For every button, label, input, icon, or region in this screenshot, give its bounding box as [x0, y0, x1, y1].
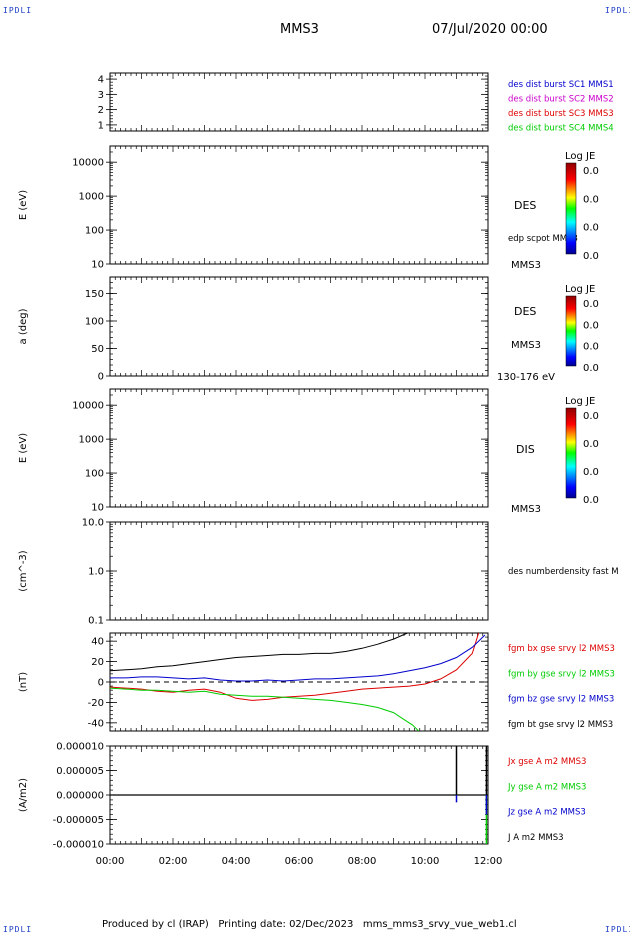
y-tick-label: -40	[88, 718, 104, 729]
corner-mark-tr: IPDLI	[605, 6, 630, 15]
y-tick-label: 2	[98, 105, 104, 116]
legend-entry: fgm bx gse srvy l2 MMS3	[508, 644, 615, 654]
colorbar	[565, 295, 577, 367]
colorbar-label: 0.0	[583, 363, 599, 374]
footer-credit: Produced by cl (IRAP) Printing date: 02/…	[102, 919, 517, 930]
y-tick-label: 150	[85, 289, 104, 300]
legend-entry: fgm bt gse srvy l2 MMS3	[508, 720, 613, 730]
colorbar-label: 0.0	[583, 495, 599, 506]
colorbar	[565, 407, 577, 499]
y-tick-label: 0.000005	[56, 766, 104, 777]
panel-frame-p3	[109, 276, 489, 377]
series-line	[110, 687, 420, 731]
x-tick-label: 00:00	[96, 856, 125, 867]
x-tick-label: 10:00	[411, 856, 440, 867]
y-axis-title: E (eV)	[18, 190, 29, 220]
y-tick-label: 20	[91, 657, 104, 668]
corner-mark-bl: IPDLI	[3, 925, 33, 934]
y-tick-label: 100	[85, 226, 104, 237]
y-tick-label: 100	[85, 469, 104, 480]
legend-entry: des dist burst SC1 MMS1	[508, 80, 614, 90]
colorbar-title: Log JE	[565, 396, 595, 407]
y-tick-label: 10000	[72, 158, 104, 169]
y-tick-label: 50	[91, 344, 104, 355]
date-title: 07/Jul/2020 00:00	[432, 22, 548, 37]
colorbar-label: 0.0	[583, 320, 599, 331]
y-axis-title: (nT)	[18, 672, 29, 692]
y-tick-label: 0.1	[88, 616, 104, 627]
colorbar-label: 0.0	[583, 439, 599, 450]
series-line	[110, 633, 480, 701]
y-axis-title: E (eV)	[18, 433, 29, 463]
legend-entry: J A m2 MMS3	[507, 833, 564, 843]
spacecraft-title: MMS3	[280, 22, 319, 37]
series-line	[110, 633, 409, 672]
y-tick-label: -0.000005	[53, 815, 104, 826]
y-axis-title: (cm^-3)	[18, 550, 29, 591]
colorbar-label: 0.0	[583, 342, 599, 353]
y-tick-label: 10000	[72, 401, 104, 412]
colorbar-label: 0.0	[583, 467, 599, 478]
corner-mark-br: IPDLI	[605, 925, 630, 934]
legend-entry: fgm by gse srvy l2 MMS3	[508, 669, 615, 679]
y-tick-label: 1	[98, 120, 104, 131]
colorbar-label: 0.0	[583, 299, 599, 310]
colorbar-label: 0.0	[583, 251, 599, 262]
panel-side-label: MMS3	[511, 340, 541, 351]
x-tick-label: 02:00	[159, 856, 188, 867]
legend-entry: Jy gse A m2 MMS3	[507, 782, 586, 792]
x-tick-label: 04:00	[222, 856, 251, 867]
x-tick-label: 12:00	[474, 856, 503, 867]
y-tick-label: 1000	[79, 192, 104, 203]
legend-entry: des dist burst SC2 MMS2	[508, 95, 614, 105]
panel-frame-p4	[109, 388, 489, 508]
series-line	[110, 634, 486, 682]
colorbar-label: 0.0	[583, 166, 599, 177]
y-axis-title: (A/m2)	[18, 778, 29, 812]
legend-entry: des dist burst SC3 MMS3	[508, 109, 614, 119]
colorbar	[565, 162, 577, 255]
y-tick-label: 1.0	[88, 567, 104, 578]
colorbar-label: 0.0	[583, 194, 599, 205]
panel-side-label: DES	[514, 199, 536, 212]
y-axis-title: a (deg)	[18, 308, 29, 344]
colorbar-label: 0.0	[583, 411, 599, 422]
y-tick-label: 0	[98, 372, 104, 383]
legend-entry: fgm bz gse srvy l2 MMS3	[508, 695, 614, 705]
y-tick-label: 0.000000	[56, 791, 104, 802]
y-tick-label: 0.000010	[56, 742, 104, 753]
legend-entry: des dist burst SC4 MMS4	[508, 124, 614, 134]
panel-frame-p2	[109, 145, 489, 265]
colorbar-title: Log JE	[565, 284, 595, 295]
y-tick-label: -20	[88, 698, 104, 709]
y-tick-label: 100	[85, 317, 104, 328]
legend-entry: Jz gse A m2 MMS3	[507, 808, 586, 818]
y-tick-label: 40	[91, 637, 104, 648]
y-tick-label: -0.000010	[53, 840, 104, 851]
y-tick-label: 1000	[79, 435, 104, 446]
panel-side-label: DIS	[516, 443, 535, 456]
panel-side-label: edp scpot MMS3	[508, 234, 578, 244]
legend-entry: des numberdensity fast M	[508, 567, 619, 577]
panel-side-label: MMS3	[511, 260, 541, 271]
panel-frame-p5	[109, 521, 489, 621]
y-tick-label: 0	[98, 678, 104, 689]
y-tick-label: 4	[98, 75, 104, 86]
y-tick-label: 10.0	[82, 518, 104, 529]
y-tick-label: 10	[91, 503, 104, 514]
y-tick-label: 3	[98, 90, 104, 101]
colorbar-label: 0.0	[583, 223, 599, 234]
legend-entry: Jx gse A m2 MMS3	[507, 757, 586, 767]
panel-side-label: DES	[514, 305, 536, 318]
x-tick-label: 06:00	[285, 856, 314, 867]
colorbar-title: Log JE	[565, 151, 595, 162]
panel-side-label: MMS3	[511, 504, 541, 515]
y-tick-label: 10	[91, 260, 104, 271]
x-tick-label: 08:00	[348, 856, 377, 867]
panel-side-label: 130-176 eV	[497, 372, 555, 383]
corner-mark-tl: IPDLI	[3, 6, 33, 15]
panel-frame-p1	[109, 72, 489, 132]
